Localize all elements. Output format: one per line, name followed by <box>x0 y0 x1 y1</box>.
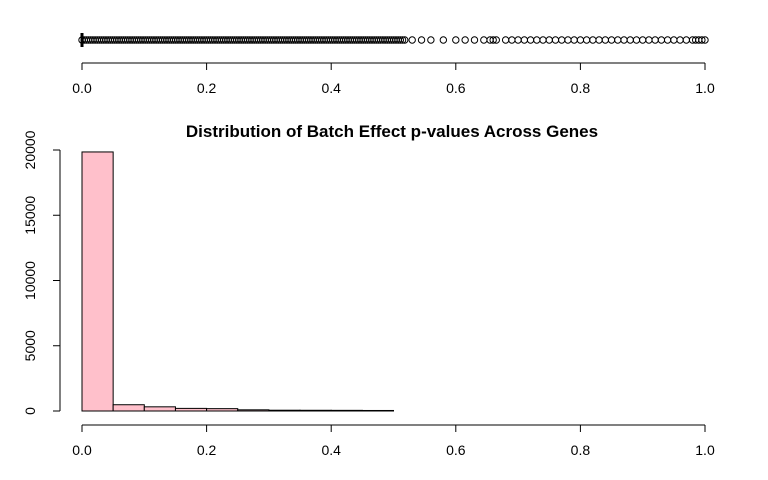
x-tick-label: 0.8 <box>571 80 591 96</box>
outlier-point <box>539 36 547 44</box>
outlier-point <box>698 36 706 44</box>
outlier-point <box>470 36 479 44</box>
outlier-point <box>501 36 510 44</box>
outlier-point <box>607 36 616 44</box>
outlier-point <box>645 36 653 44</box>
x-tick-label: 0.0 <box>72 80 92 96</box>
x-tick-label: 0.8 <box>571 442 591 458</box>
outlier-point <box>489 36 497 44</box>
outlier-point <box>520 36 529 44</box>
y-tick-label: 20000 <box>22 130 38 169</box>
outlier-point <box>396 36 405 44</box>
outlier-point <box>514 36 522 44</box>
outlier-point <box>601 36 610 44</box>
x-tick-label: 0.2 <box>197 80 217 96</box>
outlier-point <box>639 36 647 44</box>
histogram-bar <box>330 409 363 412</box>
boxplot-x-axis: 0.0 0.2 0.4 0.6 0.8 1.0 <box>72 62 715 96</box>
outlier-point <box>682 36 691 44</box>
histogram-bar <box>361 409 395 412</box>
outlier-point <box>651 36 659 44</box>
outlier-point <box>620 36 628 44</box>
outlier-point <box>626 36 634 44</box>
outlier-point <box>570 36 578 44</box>
histogram-bar <box>112 404 145 412</box>
outlier-point <box>676 36 684 44</box>
outlier-point <box>589 36 597 44</box>
outlier-point <box>408 36 416 44</box>
histogram-bar <box>81 151 114 412</box>
x-tick-label: 0.2 <box>197 442 217 458</box>
outlier-point <box>670 36 678 44</box>
histogram-bar <box>206 408 239 412</box>
histogram-bar <box>143 406 176 412</box>
outlier-point <box>398 36 407 44</box>
x-tick-label: 0.6 <box>446 80 466 96</box>
histogram-bar <box>237 409 270 412</box>
outlier-point <box>401 36 409 44</box>
y-tick-label: 0 <box>22 407 38 415</box>
y-tick-label: 15000 <box>22 196 38 235</box>
outlier-point <box>632 36 641 44</box>
outlier-point <box>452 36 460 44</box>
outlier-point <box>564 36 572 44</box>
outlier-point <box>545 36 553 44</box>
outlier-point <box>657 36 666 44</box>
x-tick-label: 0.4 <box>321 80 341 96</box>
outlier-point <box>558 36 566 44</box>
box-outliers <box>78 36 709 44</box>
boxplot-panel: 0.0 0.2 0.4 0.6 0.8 1.0 <box>72 33 715 96</box>
outlier-point <box>439 36 448 44</box>
histogram-y-axis: 0 5000 10000 15000 20000 <box>22 130 61 415</box>
y-tick-label: 10000 <box>22 261 38 300</box>
outlier-point <box>551 36 560 44</box>
outlier-point <box>582 36 591 44</box>
outlier-point <box>576 36 585 44</box>
y-tick-label: 5000 <box>22 330 38 361</box>
x-tick-label: 1.0 <box>695 442 715 458</box>
outlier-point <box>492 36 500 44</box>
outlier-point <box>427 36 435 44</box>
histogram-bars <box>81 151 395 412</box>
x-tick-label: 0.0 <box>72 442 92 458</box>
outlier-point <box>417 36 426 44</box>
outlier-point <box>701 36 709 44</box>
x-tick-label: 0.4 <box>321 442 341 458</box>
outlier-point <box>526 36 535 44</box>
histogram-bar <box>174 407 208 412</box>
outlier-point <box>480 36 488 44</box>
outlier-point <box>663 36 672 44</box>
chart-title: Distribution of Batch Effect p-values Ac… <box>186 122 598 141</box>
histogram-panel: Distribution of Batch Effect p-values Ac… <box>22 122 715 458</box>
x-tick-label: 0.6 <box>446 442 466 458</box>
histogram-bar <box>299 409 332 412</box>
histogram-bar <box>268 409 301 412</box>
outlier-point <box>533 36 541 44</box>
x-tick-label: 1.0 <box>695 80 715 96</box>
outlier-point <box>595 36 603 44</box>
outlier-point <box>508 36 516 44</box>
histogram-x-axis: 0.0 0.2 0.4 0.6 0.8 1.0 <box>72 424 715 458</box>
outlier-point <box>614 36 622 44</box>
outlier-point <box>461 36 469 44</box>
